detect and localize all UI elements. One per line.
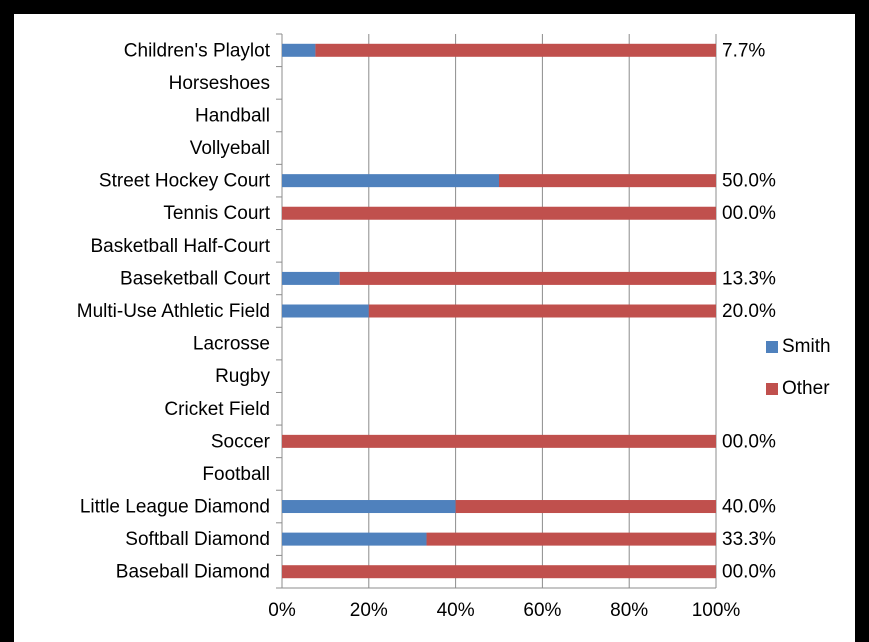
category-label: Football [202,464,270,485]
category-label: Cricket Field [164,399,270,420]
legend-swatch-other [766,383,778,395]
bar-segment-other [368,304,716,318]
data-label: 13.3% [722,268,776,289]
data-label: 33.3% [722,529,776,550]
category-label: Basketball Half-Court [90,236,270,257]
data-label: 40.0% [722,497,776,518]
bar-segment-smith [282,500,456,514]
bar-segment-other [282,206,716,220]
stacked-bar-chart: 0% 20% 40% 60% 80% 100% Children's Playlot 7.7%… [77,33,831,621]
data-label: 50.0% [722,171,776,192]
category-label: Street Hockey Court [99,171,271,192]
chart-frame: 0% 20% 40% 60% 80% 100% Children's Playlot 7.7%… [14,14,855,642]
data-label: 7.7% [722,40,765,61]
bar-segment-smith [282,43,316,57]
bar-segment-smith [282,304,369,318]
bar-segment-other [282,565,716,579]
x-tick-label: 80% [610,600,648,621]
bar-segment-smith [282,174,499,188]
category-label: Horseshoes [169,73,270,94]
x-tick-label: 60% [523,600,561,621]
bar-segment-smith [282,271,340,285]
bar-segment-other [426,532,716,546]
bar-segment-other [282,434,716,448]
bar-segment-other [315,43,716,57]
x-tick-label: 100% [692,600,741,621]
category-label: Baseketball Court [120,268,271,289]
category-label: Little League Diamond [80,497,270,518]
category-label: Children's Playlot [124,40,271,61]
data-label: 20.0% [722,301,776,322]
category-label: Handball [195,105,270,126]
legend-label: Other [782,378,830,399]
category-label: Baseball Diamond [116,562,270,583]
legend-swatch-smith [766,341,778,353]
category-label: Lacrosse [193,334,270,355]
category-label: Vollyeball [190,138,270,159]
category-label: Rugby [215,366,270,387]
category-label: Multi-Use Athletic Field [77,301,270,322]
category-label: Soccer [211,431,271,452]
x-tick-label: 0% [268,600,296,621]
bar-segment-smith [282,532,427,546]
legend-label: Smith [782,336,831,357]
category-label: Softball Diamond [125,529,270,550]
data-label: 00.0% [722,562,776,583]
data-label: 00.0% [722,431,776,452]
bar-segment-other [339,271,716,285]
bar-segment-other [499,174,716,188]
x-tick-label: 20% [350,600,388,621]
data-label: 00.0% [722,203,776,224]
category-label: Tennis Court [163,203,270,224]
bar-segment-other [455,500,716,514]
x-tick-label: 40% [437,600,475,621]
